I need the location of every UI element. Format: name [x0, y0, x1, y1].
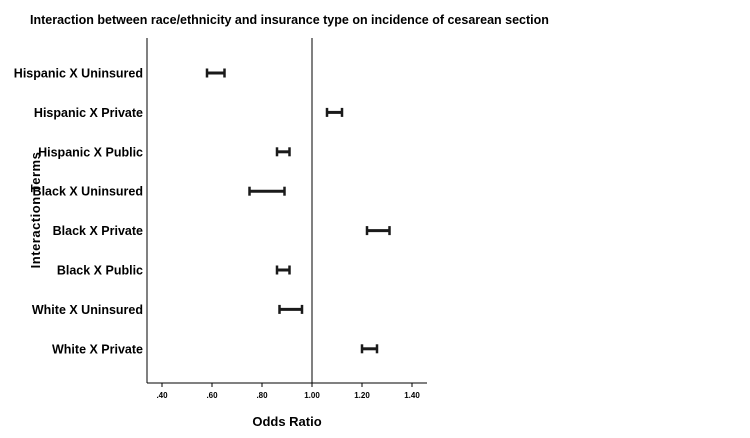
x-tick-label: .80: [256, 391, 268, 400]
interval-row: White X Uninsured: [32, 303, 304, 317]
x-axis-title: Odds Ratio: [252, 414, 321, 429]
category-label: Hispanic X Uninsured: [14, 67, 143, 81]
category-label: Black X Uninsured: [33, 185, 143, 199]
y-axis-title: Interaction Terms: [28, 152, 43, 269]
x-tick-label: .40: [156, 391, 168, 400]
x-tick-label: 1.20: [354, 391, 370, 400]
interval-row: Hispanic X Public: [38, 145, 291, 159]
x-axis-ticks: .40 .60 .80 1.00 1.20 1.40: [156, 383, 420, 400]
interval-rows: Hispanic X Uninsured Hispanic X Private Hi…: [14, 67, 391, 356]
x-tick-label: 1.00: [304, 391, 320, 400]
category-label: Hispanic X Public: [38, 145, 143, 159]
interval-row: Hispanic X Uninsured: [14, 67, 226, 81]
interval-row: Black X Public: [57, 264, 291, 278]
interval-row: Black X Private: [53, 224, 391, 238]
x-tick-label: .60: [206, 391, 218, 400]
x-tick-label: 1.40: [404, 391, 420, 400]
chart-title: Interaction between race/ethnicity and i…: [30, 13, 549, 27]
category-label: Hispanic X Private: [34, 106, 143, 120]
plot-area: .40 .60 .80 1.00 1.20 1.40 Hispanic X Uninsur…: [14, 38, 427, 400]
category-label: White X Private: [52, 342, 143, 356]
interval-row: Black X Uninsured: [33, 185, 286, 199]
interval-row: Hispanic X Private: [34, 106, 344, 120]
category-label: White X Uninsured: [32, 303, 143, 317]
interval-row: White X Private: [52, 342, 379, 356]
category-label: Black X Public: [57, 264, 143, 278]
category-label: Black X Private: [53, 224, 143, 238]
